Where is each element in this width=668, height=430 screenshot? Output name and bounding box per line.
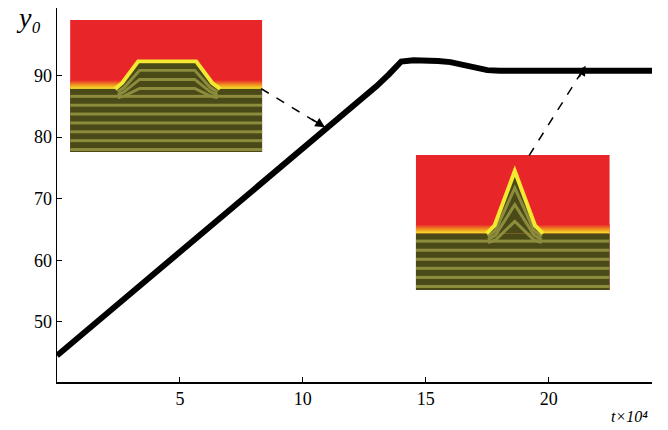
svg-text:t×10⁴: t×10⁴ — [611, 408, 648, 425]
svg-text:80: 80 — [34, 127, 52, 147]
svg-text:50: 50 — [34, 312, 52, 332]
svg-text:70: 70 — [34, 189, 52, 209]
svg-text:y₀: y₀ — [16, 2, 41, 33]
svg-text:15: 15 — [417, 389, 435, 409]
svg-text:60: 60 — [34, 251, 52, 271]
svg-text:5: 5 — [175, 389, 184, 409]
svg-text:20: 20 — [540, 389, 558, 409]
svg-text:10: 10 — [294, 389, 312, 409]
svg-text:90: 90 — [34, 66, 52, 86]
